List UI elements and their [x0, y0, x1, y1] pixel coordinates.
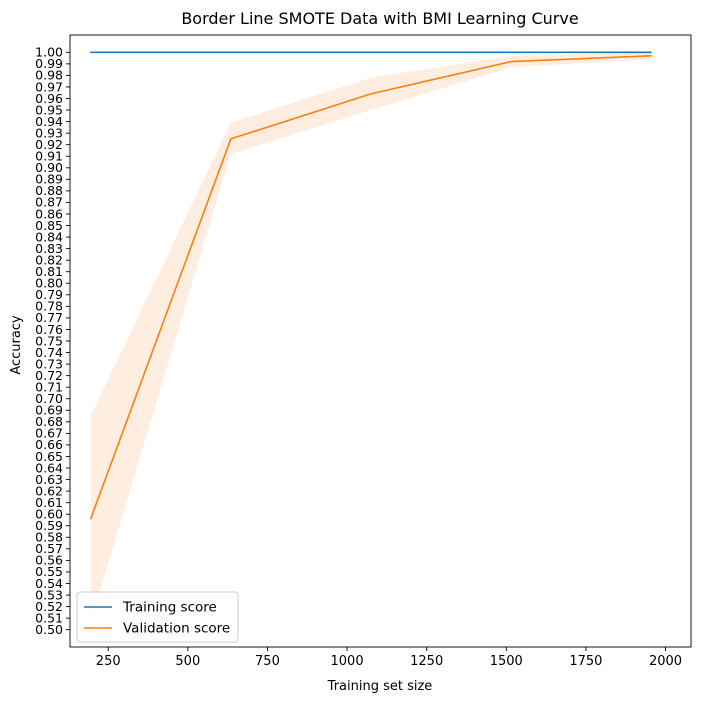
- x-axis-label: Training set size: [327, 679, 433, 694]
- y-tick-label: 0.97: [35, 79, 63, 94]
- legend: Training score Validation score: [76, 591, 239, 643]
- y-tick-label: 0.66: [35, 437, 63, 452]
- y-tick-label: 0.98: [35, 68, 63, 83]
- y-tick-label: 0.94: [35, 114, 63, 129]
- y-tick-label: 0.51: [35, 610, 63, 625]
- training-score-point: [510, 51, 512, 53]
- y-tick-label: 0.89: [35, 172, 63, 187]
- y-tick-label: 0.87: [35, 195, 63, 210]
- y-tick-label: 0.63: [35, 472, 63, 487]
- y-tick-label: 0.84: [35, 229, 63, 244]
- validation-score-point: [90, 518, 92, 520]
- y-tick-label: 0.81: [35, 264, 63, 279]
- y-tick-label: 0.86: [35, 206, 63, 221]
- y-axis-label: Accuracy: [9, 315, 24, 375]
- y-tick-label: 0.50: [35, 622, 63, 637]
- training-score-point: [230, 51, 232, 53]
- y-tick-label: 0.60: [35, 507, 63, 522]
- y-tick-label: 0.90: [35, 160, 63, 175]
- y-tick-label: 0.80: [35, 276, 63, 291]
- y-tick-label: 0.91: [35, 149, 63, 164]
- legend-label-training-score: Training score: [122, 600, 217, 616]
- validation-score-point: [510, 60, 512, 63]
- validation-score-point: [650, 55, 652, 57]
- legend-label-validation-score: Validation score: [123, 621, 230, 637]
- y-tick-label: 0.82: [35, 252, 63, 267]
- x-tick-label: 2000: [649, 654, 682, 669]
- training-score-point: [370, 51, 372, 53]
- y-tick-label: 0.93: [35, 125, 63, 140]
- y-tick-label: 0.62: [35, 483, 63, 498]
- y-tick-label: 1.00: [35, 45, 63, 60]
- y-tick-label: 0.69: [35, 403, 63, 418]
- y-tick-label: 0.53: [35, 587, 63, 602]
- y-tick-label: 0.56: [35, 553, 63, 568]
- chart-title: Border Line SMOTE Data with BMI Learning…: [181, 9, 578, 28]
- x-tick-label: 1500: [490, 654, 523, 669]
- y-tick-label: 0.83: [35, 241, 63, 256]
- x-tick-label: 750: [255, 654, 280, 669]
- y-tick-label: 0.59: [35, 518, 63, 533]
- y-tick-label: 0.79: [35, 287, 63, 302]
- y-tick-label: 0.71: [35, 379, 63, 394]
- y-tick-label: 0.58: [35, 530, 63, 545]
- x-tick-label: 1250: [410, 654, 443, 669]
- y-tick-label: 0.95: [35, 102, 63, 117]
- y-tick-label: 0.85: [35, 218, 63, 233]
- y-tick-label: 0.70: [35, 391, 63, 406]
- y-tick-label: 0.73: [35, 356, 63, 371]
- y-tick-label: 0.96: [35, 91, 63, 106]
- legend-box: [76, 591, 239, 643]
- x-tick-label: 1000: [331, 654, 364, 669]
- y-tick-label: 0.75: [35, 333, 63, 348]
- x-tick-label: 1750: [569, 654, 602, 669]
- training-score-point: [90, 51, 92, 53]
- y-tick-label: 0.92: [35, 137, 63, 152]
- validation-score-point: [370, 93, 372, 95]
- y-tick-label: 0.65: [35, 449, 63, 464]
- y-tick-label: 0.57: [35, 541, 63, 556]
- y-tick-label: 0.72: [35, 368, 63, 383]
- y-tick-label: 0.61: [35, 495, 63, 510]
- y-tick-label: 0.55: [35, 564, 63, 579]
- training-score-point: [650, 51, 652, 53]
- y-tick-label: 0.76: [35, 322, 63, 337]
- y-tick-label: 0.88: [35, 183, 63, 198]
- x-tick-label: 250: [96, 654, 121, 669]
- y-tick-label: 0.99: [35, 56, 63, 71]
- plot-area: 250 500 750 1000 1250 1500 1750 20000.500.510.5…: [35, 34, 692, 669]
- y-tick-label: 0.67: [35, 426, 63, 441]
- validation-score-point: [230, 138, 232, 140]
- y-tick-label: 0.74: [35, 345, 63, 360]
- y-tick-label: 0.78: [35, 299, 63, 314]
- y-tick-label: 0.54: [35, 576, 63, 591]
- y-tick-label: 0.77: [35, 310, 63, 325]
- y-tick-label: 0.64: [35, 460, 63, 475]
- y-tick-label: 0.68: [35, 414, 63, 429]
- x-tick-label: 500: [175, 654, 200, 669]
- y-tick-label: 0.52: [35, 599, 63, 614]
